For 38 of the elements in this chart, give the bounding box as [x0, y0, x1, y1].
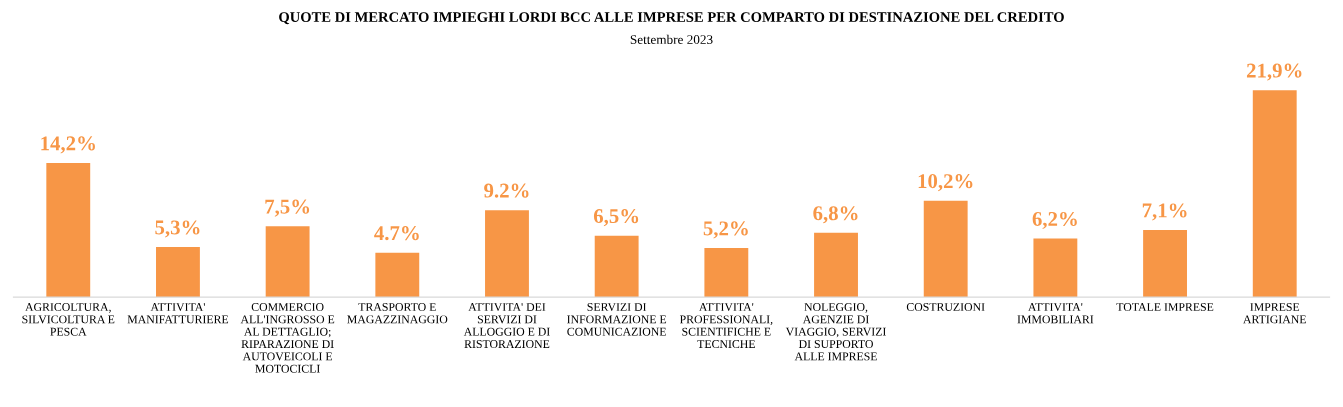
- data-label: 4.7%: [374, 226, 419, 241]
- bar: [1252, 90, 1297, 298]
- bar: [923, 200, 968, 298]
- x-tick-label: NOLEGGIO, AGENZIE DI VIAGGIO, SERVIZI DI SUPPORTO ALLE IMPRESE: [785, 303, 886, 361]
- bar: [814, 232, 858, 298]
- x-tick-label: IMPRESE ARTIGIANE: [1243, 303, 1306, 324]
- data-label: 10,2%: [918, 174, 973, 192]
- bar: [265, 226, 310, 298]
- data-label: 21,9%: [1246, 63, 1302, 81]
- x-tick-label: ATTIVITA' IMMOBILIARI: [1017, 303, 1094, 324]
- x-tick-label: SERVIZI DI INFORMAZIONE E COMUNICAZIONE: [567, 303, 667, 336]
- data-label: 5,3%: [155, 220, 200, 238]
- x-tick-label: ATTIVITA' MANIFATTURIERE: [127, 303, 229, 324]
- data-label: 6,5%: [593, 209, 639, 227]
- x-tick-label: ATTIVITA' DEI SERVIZI DI ALLOGGIO E DI RISTORAZIONE: [463, 303, 550, 349]
- x-tick-label: COMMERCIO ALL'INGROSSO E AL DETTAGLIO; RIPARAZIONE DI AUTOVEICOLI E MOTOCICLI: [240, 303, 335, 373]
- data-label: 6,8%: [813, 206, 858, 224]
- bar: [46, 162, 91, 298]
- bar: [594, 235, 639, 298]
- bar: [1033, 238, 1078, 298]
- data-label: 7,5%: [265, 199, 310, 217]
- data-label: 5,2%: [703, 221, 748, 239]
- x-tick-label: COSTRUZIONI: [906, 303, 985, 311]
- bar: [156, 247, 200, 298]
- bar: [1143, 230, 1187, 298]
- x-tick-label: AGRICOLTURA, SILVICOLTURA E PESCA: [22, 303, 115, 336]
- bar: [375, 252, 420, 298]
- x-tick-label: TOTALE IMPRESE: [1116, 303, 1214, 311]
- data-label: 7,1%: [1142, 203, 1187, 221]
- data-label: 9.2%: [484, 183, 529, 198]
- x-tick-label: TRASPORTO E MAGAZZINAGGIO: [347, 303, 448, 324]
- bar: [485, 210, 529, 298]
- x-tick-label: ATTIVITA' PROFESSIONALI, SCIENTIFICHE E TECNICHE: [679, 303, 773, 349]
- chart-title: QUOTE DI MERCATO IMPIEGHI LORDI BCC ALLE IMPRESE PER COMPARTO DI DESTINAZIONE DEL CREDITO: [279, 12, 1064, 25]
- chart-subtitle: Settembre 2023: [630, 34, 713, 44]
- data-label: 14,2%: [41, 136, 95, 154]
- bar: [704, 247, 749, 298]
- data-label: 6,2%: [1032, 211, 1077, 229]
